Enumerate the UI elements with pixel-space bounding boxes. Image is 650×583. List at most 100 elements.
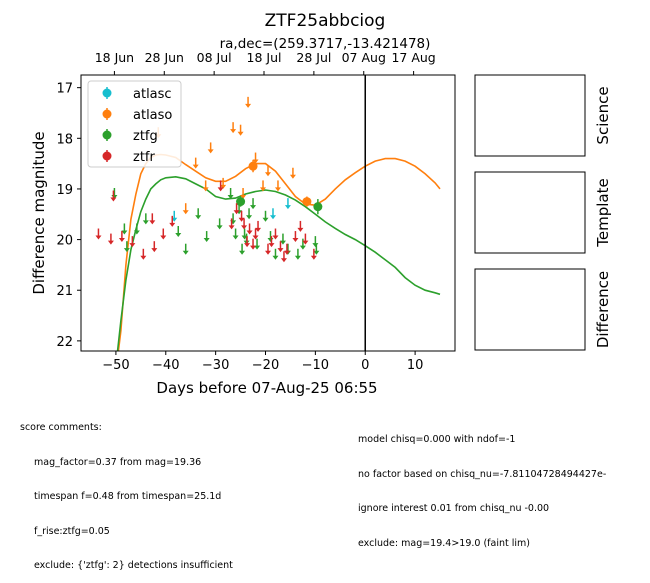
score-comments-right: model chisq=0.000 with ndof=-1 no factor… bbox=[358, 411, 606, 561]
ztfr-limit-marker bbox=[283, 243, 290, 255]
ztfg-limit-marker bbox=[182, 243, 189, 255]
ztfg-detection-marker bbox=[236, 196, 246, 207]
score-comments-left: score comments: mag_factor=0.37 from mag… bbox=[20, 399, 233, 583]
limit-arrowhead bbox=[246, 215, 253, 220]
atlasc-limit-marker bbox=[269, 208, 276, 220]
plot-area bbox=[95, 75, 441, 351]
panel-label-template: Template bbox=[594, 178, 612, 247]
chart-title: ZTF25abbciog bbox=[265, 11, 386, 31]
ztfg-limit-marker bbox=[123, 241, 130, 253]
ztfg-limit-marker bbox=[216, 218, 223, 230]
ztfr-limit-marker bbox=[118, 231, 125, 243]
ztfr-limit-marker bbox=[255, 220, 262, 232]
limit-arrowhead bbox=[207, 149, 214, 154]
limit-arrowhead bbox=[292, 238, 299, 243]
comment-line: exclude: {'ztfg': 2} detections insuffic… bbox=[34, 560, 233, 571]
limit-arrowhead bbox=[95, 235, 102, 240]
ztfg-limit-marker bbox=[272, 248, 279, 260]
ztfr-limit-marker bbox=[297, 220, 304, 232]
ztfr-limit-marker bbox=[110, 190, 117, 202]
limit-arrowhead bbox=[195, 215, 202, 220]
ztfr-limit-marker bbox=[280, 251, 287, 263]
comment-line: mag_factor=0.37 from mag=19.36 bbox=[34, 456, 202, 468]
top-x-tick-label: 18 Jul bbox=[247, 50, 282, 65]
ztfr-limit-marker bbox=[241, 218, 248, 230]
model-g-line bbox=[116, 175, 441, 351]
y-tick-label: 19 bbox=[56, 183, 73, 198]
atlaso-limit-marker bbox=[252, 152, 259, 164]
atlaso-limit-marker bbox=[207, 142, 214, 154]
legend-label: ztfg bbox=[133, 129, 158, 144]
comment-line: ignore interest 0.01 from chisq_nu -0.00 bbox=[358, 503, 550, 514]
ztfg-limit-marker bbox=[267, 231, 274, 243]
atlaso-limit-marker bbox=[240, 188, 247, 200]
x-tick-label: −20 bbox=[252, 358, 279, 373]
ztfr-limit-marker bbox=[244, 236, 251, 248]
y-tick-label: 20 bbox=[56, 234, 73, 249]
ztfg-limit-marker bbox=[294, 248, 301, 260]
ztfg-limit-marker bbox=[142, 213, 149, 225]
ztfr-limit-marker bbox=[151, 241, 158, 253]
legend-box bbox=[87, 80, 182, 168]
ztfg-limit-marker bbox=[111, 188, 118, 200]
legend-marker bbox=[102, 109, 112, 119]
limit-arrowhead bbox=[237, 131, 244, 136]
limit-arrowhead bbox=[142, 220, 149, 225]
ztfr-limit-marker bbox=[217, 180, 224, 192]
limit-arrowhead bbox=[129, 243, 136, 248]
ztfr-limit-marker bbox=[228, 218, 235, 230]
limit-arrowhead bbox=[245, 103, 252, 108]
atlaso-limit-marker bbox=[192, 157, 199, 169]
panel-science bbox=[474, 74, 586, 157]
limit-arrowhead bbox=[284, 205, 291, 210]
x-tick-label: 10 bbox=[407, 358, 424, 373]
top-x-tick-label: 08 Jul bbox=[197, 50, 232, 65]
ztfg-limit-marker bbox=[227, 188, 234, 200]
limit-arrowhead bbox=[252, 159, 259, 164]
ztfg-limit-marker bbox=[299, 238, 306, 250]
limit-arrowhead bbox=[250, 245, 257, 250]
comment-line: model chisq=0.000 with ndof=-1 bbox=[358, 434, 516, 445]
panel-label-science: Science bbox=[594, 86, 612, 144]
ztfr-limit-marker bbox=[268, 236, 275, 248]
x-tick-label: −40 bbox=[152, 358, 179, 373]
detection-point bbox=[302, 197, 312, 207]
ztfr-limit-marker bbox=[252, 228, 259, 240]
limit-arrowhead bbox=[283, 250, 290, 255]
ztfg-limit-marker bbox=[254, 238, 261, 250]
x-tick-label: −50 bbox=[102, 358, 129, 373]
top-x-tick-label: 07 Aug bbox=[342, 50, 386, 65]
limit-arrowhead bbox=[310, 255, 317, 260]
limit-arrowhead bbox=[260, 187, 267, 192]
limit-arrowhead bbox=[313, 250, 320, 255]
ztfg-limit-marker bbox=[312, 236, 319, 248]
y-axis-label: Difference magnitude bbox=[30, 131, 48, 294]
ztfr-limit-marker bbox=[310, 248, 317, 260]
limit-arrowhead bbox=[203, 238, 210, 243]
y-tick-label: 18 bbox=[56, 132, 73, 147]
legend-marker bbox=[102, 88, 112, 98]
limit-arrowhead bbox=[202, 187, 209, 192]
limit-arrowhead bbox=[182, 210, 189, 215]
ztfg-limit-marker bbox=[250, 198, 257, 210]
limit-arrowhead bbox=[149, 220, 156, 225]
top-x-tick-label: 28 Jun bbox=[145, 50, 184, 65]
atlasc-limit-marker bbox=[284, 198, 291, 210]
limit-arrowhead bbox=[239, 250, 246, 255]
ztfg-detection-marker bbox=[313, 199, 323, 215]
comments-header: score comments: bbox=[20, 422, 102, 433]
limit-arrowhead bbox=[255, 227, 262, 232]
top-x-tick-label: 28 Jul bbox=[296, 50, 331, 65]
limit-arrowhead bbox=[232, 235, 239, 240]
limit-arrowhead bbox=[169, 222, 176, 227]
limit-arrowhead bbox=[268, 243, 275, 248]
panel-difference bbox=[474, 268, 586, 351]
ztfr-limit-marker bbox=[277, 241, 284, 253]
ztfr-limit-marker bbox=[302, 233, 309, 245]
limit-arrowhead bbox=[272, 235, 279, 240]
limit-arrowhead bbox=[118, 238, 125, 243]
limit-arrowhead bbox=[238, 217, 245, 222]
x-tick-label: −10 bbox=[302, 358, 329, 373]
limit-arrowhead bbox=[140, 255, 147, 260]
legend-item-atlaso: atlaso bbox=[102, 108, 172, 123]
